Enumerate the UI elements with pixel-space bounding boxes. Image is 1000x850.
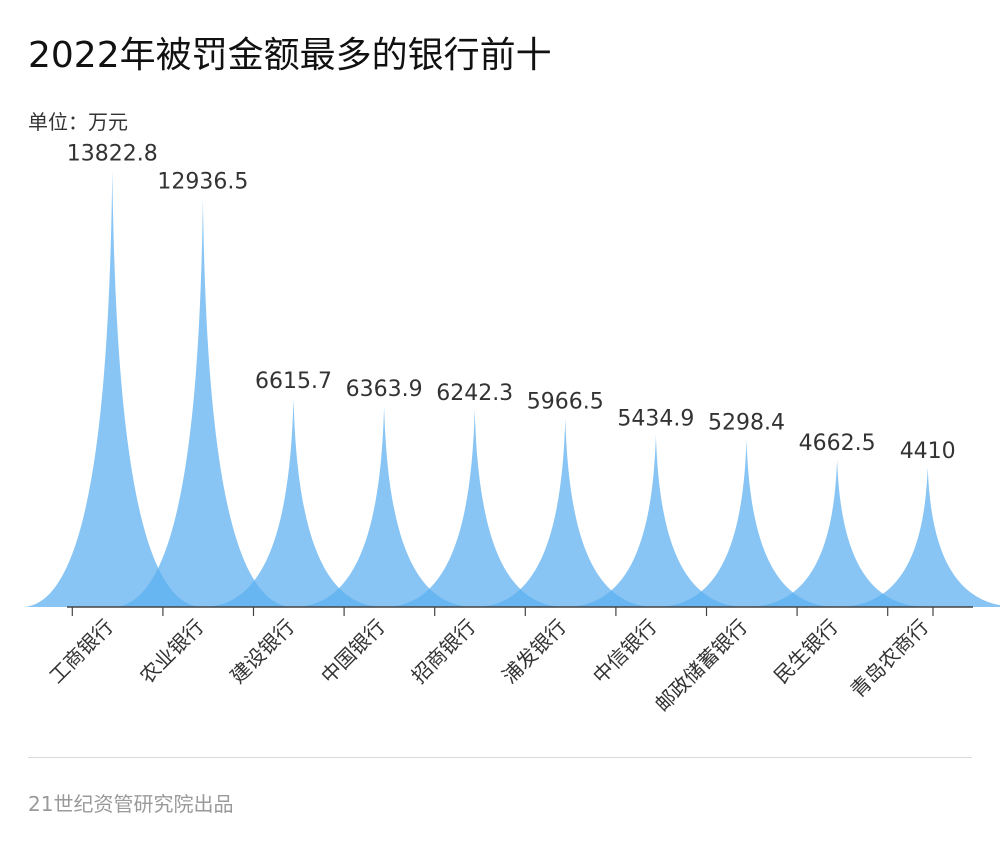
- value-label-8: 5298.4: [708, 411, 785, 436]
- category-label-4: 中国银行: [316, 615, 390, 689]
- value-label-1: 13822.8: [67, 142, 158, 167]
- source-credit: 21世纪资管研究院出品: [28, 792, 234, 816]
- spike-5: [384, 409, 566, 607]
- spike-10: [837, 467, 1000, 607]
- category-label-6: 浦发银行: [497, 615, 571, 689]
- spike-3: [202, 398, 385, 607]
- value-label-4: 6363.9: [346, 377, 423, 402]
- chart-title: 2022年被罚金额最多的银行前十: [28, 35, 552, 76]
- category-label-8: 邮政储蓄银行: [650, 615, 752, 717]
- category-label-1: 工商银行: [44, 615, 118, 689]
- value-label-2: 12936.5: [157, 170, 248, 195]
- category-label-2: 农业银行: [135, 615, 209, 689]
- spike-4: [293, 406, 475, 607]
- value-label-5: 6242.3: [436, 381, 513, 406]
- value-label-7: 5434.9: [617, 406, 694, 431]
- category-label-3: 建设银行: [225, 615, 299, 689]
- spike-1: [21, 170, 203, 607]
- spike-7: [565, 435, 747, 607]
- value-label-6: 5966.5: [527, 390, 604, 415]
- footer-divider: [28, 757, 972, 758]
- category-label-7: 中信银行: [588, 615, 662, 689]
- value-label-10: 4410: [900, 439, 956, 464]
- value-label-9: 4662.5: [799, 431, 876, 456]
- category-label-10: 青岛农商行: [846, 615, 934, 703]
- spike-9: [746, 459, 928, 607]
- category-label-9: 民生银行: [769, 615, 843, 689]
- value-label-3: 6615.7: [255, 369, 332, 394]
- spike-2: [112, 198, 294, 607]
- category-label-5: 招商银行: [407, 615, 481, 689]
- spike-6: [474, 418, 656, 607]
- spike-8: [655, 439, 838, 607]
- unit-label: 单位：万元: [28, 110, 128, 134]
